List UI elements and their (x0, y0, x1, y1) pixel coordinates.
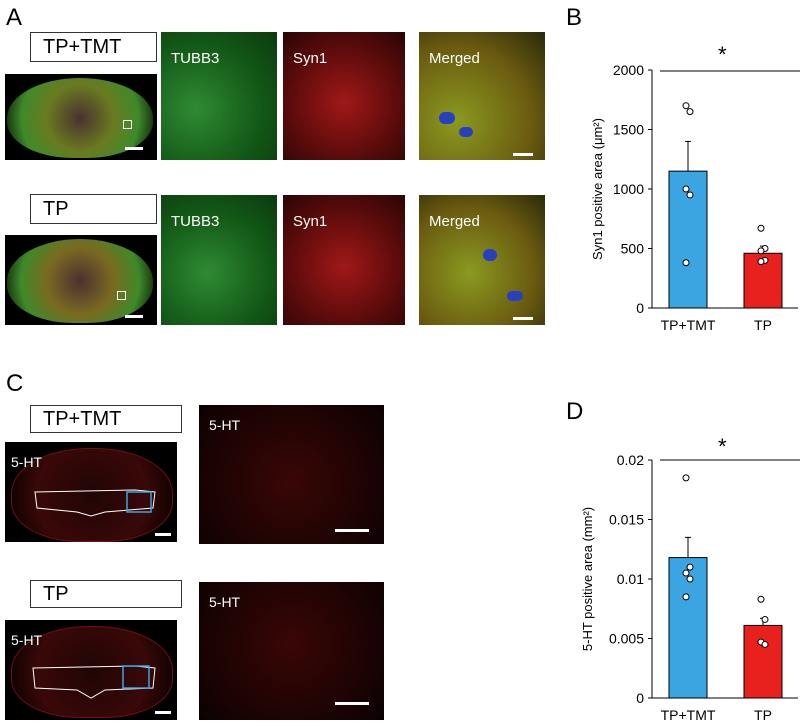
data-point (686, 575, 694, 583)
channel-label: Merged (429, 213, 480, 230)
5ht-section-tp-tmt: 5-HT (5, 442, 177, 542)
data-point (682, 569, 690, 577)
category-label: TP+TMT (661, 317, 716, 333)
chart-d-star: * (718, 434, 727, 459)
data-point (686, 108, 694, 116)
stain-zoom-label: 5-HT (209, 417, 241, 433)
y-tick-label: 0.015 (609, 512, 644, 528)
channel-label: Merged (429, 50, 480, 67)
data-point (686, 563, 694, 571)
5ht-zoom-tp-tmt: 5-HT (199, 405, 384, 544)
merged-image-tp-tmt: Merged (419, 32, 545, 160)
channel-label: TUBB3 (171, 213, 220, 230)
y-tick-label: 500 (621, 241, 645, 257)
group-label-tp-c: TP (30, 580, 182, 608)
data-point (682, 185, 690, 193)
5ht-zoom-tp: 5-HT (199, 582, 384, 720)
y-tick-label: 0 (636, 690, 644, 706)
y-axis-label: Syn1 positive area (μm²) (590, 118, 605, 260)
data-point (757, 595, 765, 603)
y-tick-label: 0.02 (617, 452, 644, 468)
panel-letter-c: C (6, 370, 24, 397)
data-point (757, 247, 765, 255)
group-label-tp-tmt-c: TP+TMT (30, 405, 182, 433)
5ht-section-tp: 5-HT (5, 620, 177, 720)
syn1-image-tp: Syn1 (283, 195, 405, 325)
panel-letter-a: A (6, 4, 23, 31)
y-tick-label: 1000 (613, 181, 644, 197)
spinal-cord-section-tp (5, 235, 157, 325)
channel-label: Syn1 (293, 213, 328, 230)
category-label: TP (754, 707, 772, 720)
tubb3-image-tp: TUBB3 (161, 195, 277, 325)
stain-label: 5-HT (11, 632, 43, 648)
data-point (686, 191, 694, 199)
group-label-tp-tmt-a: TP+TMT (30, 32, 157, 62)
chart-d-5ht: 0 0.005 0.01 0.015 0.02 5-HT positive area (m… (580, 452, 800, 720)
y-tick-label: 0.005 (609, 631, 644, 647)
merged-image-tp: Merged (419, 195, 545, 325)
bar (743, 624, 783, 699)
data-point (757, 224, 765, 232)
stain-label: 5-HT (11, 454, 43, 470)
data-point (682, 593, 690, 601)
y-tick-label: 2000 (613, 62, 644, 78)
data-point (682, 474, 690, 482)
panel-letter-d: D (566, 398, 584, 425)
data-point (682, 102, 690, 110)
y-tick-label: 0.01 (617, 571, 644, 587)
stain-zoom-label: 5-HT (209, 594, 241, 610)
y-tick-label: 1500 (613, 122, 644, 138)
panel-letter-b: B (566, 4, 583, 31)
y-tick-label: 0 (636, 300, 644, 316)
y-axis-label: 5-HT positive area (mm²) (580, 507, 595, 651)
chart-b-star: * (718, 42, 727, 67)
tubb3-image-tp-tmt: TUBB3 (161, 32, 277, 160)
syn1-image-tp-tmt: Syn1 (283, 32, 405, 160)
chart-b-syn1: 0 500 1000 1500 2000 Syn1 positive area (μm²)… (590, 62, 800, 333)
spinal-cord-section-tp-tmt (5, 74, 157, 160)
channel-label: TUBB3 (171, 50, 220, 67)
data-point (757, 258, 765, 266)
channel-label: Syn1 (293, 50, 328, 67)
group-label-tp-a: TP (30, 194, 157, 224)
data-point (761, 615, 769, 623)
data-point (761, 640, 769, 648)
data-point (682, 259, 690, 267)
category-label: TP (754, 317, 772, 333)
category-label: TP+TMT (661, 707, 716, 720)
